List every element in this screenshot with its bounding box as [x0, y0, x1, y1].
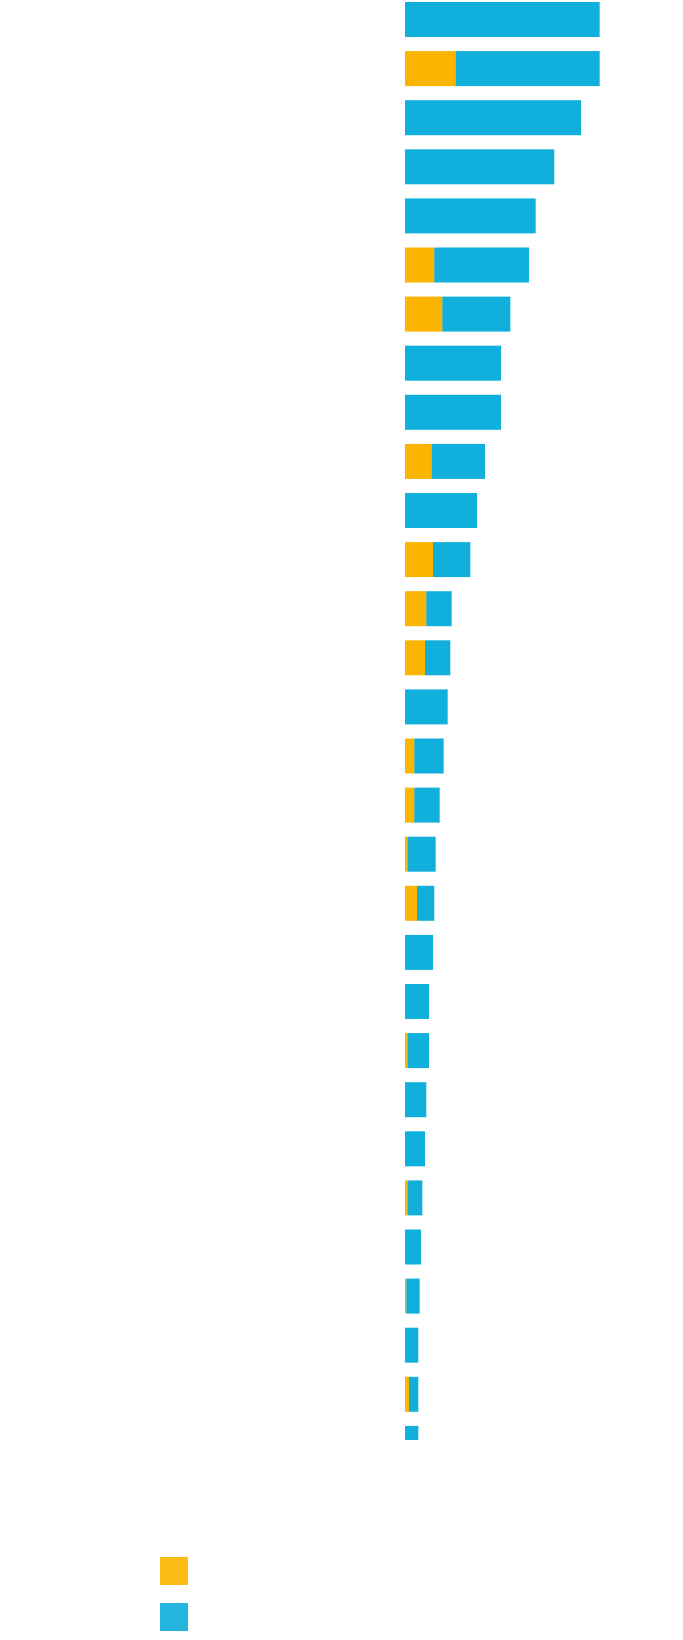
bar-segment-series-a [405, 1278, 407, 1314]
bar-row [405, 1278, 420, 1314]
bar-segment-series-b [405, 345, 501, 381]
bar-segment-series-a [405, 1180, 408, 1216]
bar-row [405, 885, 435, 921]
bar-segment-series-a [405, 247, 435, 283]
bar-segment-series-a [405, 51, 456, 87]
bar-row [405, 689, 448, 725]
bar-segment-series-a [405, 738, 415, 774]
bar-segment-series-b [405, 198, 536, 234]
bar-segment-series-b [414, 787, 440, 823]
bar-row [405, 493, 477, 528]
bar-segment-series-a [405, 885, 417, 921]
bar-segment-series-b [405, 149, 555, 185]
bar-row [405, 591, 452, 627]
bar-segment-series-b [414, 738, 444, 774]
bar-segment-series-a [405, 591, 427, 627]
bar-segment-series-b [442, 296, 511, 332]
bar-segment-series-b [405, 100, 581, 136]
bar-segment-series-b [407, 1033, 429, 1069]
bar-row [405, 296, 511, 332]
legend-swatch-series-a [160, 1557, 188, 1585]
stacked-bar-chart [405, 2, 600, 1440]
legend-swatch-series-b [160, 1603, 188, 1631]
bar-segment-series-b [405, 1229, 421, 1265]
bar-segment-series-b [405, 493, 477, 528]
bar-row [405, 1180, 423, 1216]
bar-segment-series-b [455, 51, 600, 87]
bar-segment-series-b [405, 394, 501, 430]
bar-row [405, 836, 436, 872]
bar-row [405, 394, 501, 430]
bar-row [405, 247, 529, 283]
bar-row [405, 1033, 429, 1069]
bar-row [405, 1327, 419, 1363]
bar-segment-series-b [405, 1425, 419, 1440]
bar-segment-series-b [433, 542, 471, 578]
bar-segment-series-b [417, 885, 435, 921]
bar-segment-series-b [434, 247, 529, 283]
bar-row [405, 149, 555, 185]
legend [160, 1548, 188, 1640]
bar-segment-series-a [405, 836, 408, 872]
legend-item-series-b [160, 1594, 188, 1640]
bar-segment-series-b [407, 1180, 423, 1216]
bar-segment-series-b [425, 640, 451, 676]
bar-row [405, 1131, 425, 1167]
bar-segment-series-a [405, 787, 415, 823]
bar-segment-series-b [431, 443, 485, 479]
bar-segment-series-a [405, 1376, 409, 1412]
bar-segment-series-b [405, 934, 433, 970]
bar-row [405, 787, 440, 823]
bar-row [405, 345, 501, 381]
bar-segment-series-a [405, 296, 443, 332]
bar-row [405, 1082, 427, 1118]
bar-row [405, 51, 600, 87]
bar-row [405, 100, 581, 136]
bar-row [405, 1229, 421, 1265]
bar-segment-series-b [426, 591, 452, 627]
bar-segment-series-b [405, 1327, 419, 1363]
bar-segment-series-b [405, 984, 429, 1019]
bar-row [405, 542, 471, 578]
bar-segment-series-a [405, 443, 432, 479]
bar-segment-series-b [405, 689, 448, 725]
bar-row [405, 443, 485, 479]
bar-row [405, 984, 429, 1019]
bar-segment-series-a [405, 542, 433, 578]
legend-item-series-a [160, 1548, 188, 1594]
bar-row [405, 198, 536, 234]
bar-row [405, 1425, 419, 1440]
bar-segment-series-b [406, 1278, 420, 1314]
bar-segment-series-b [405, 1131, 425, 1167]
bar-segment-series-a [405, 640, 425, 676]
bar-segment-series-a [405, 1033, 408, 1069]
bar-row [405, 934, 433, 970]
bar-row [405, 2, 600, 37]
bar-row [405, 738, 444, 774]
bar-row [405, 1376, 419, 1412]
bar-segment-series-b [409, 1376, 419, 1412]
bar-segment-series-b [405, 2, 600, 37]
bar-row [405, 640, 451, 676]
bar-segment-series-b [405, 1082, 427, 1118]
bar-segment-series-b [407, 836, 436, 872]
